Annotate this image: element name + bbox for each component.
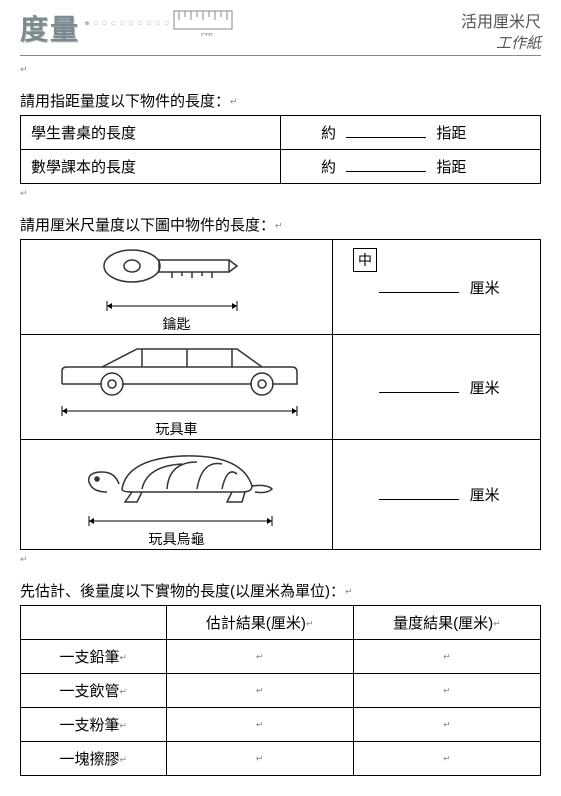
header-right: 活用厘米尺 工作紙 bbox=[461, 8, 541, 53]
blank-input[interactable] bbox=[379, 379, 459, 393]
page-title: 度量 bbox=[20, 8, 80, 48]
table-row: 學生書桌的長度 約 指距 bbox=[21, 116, 541, 150]
item-label: 學生書桌的長度 bbox=[21, 116, 281, 150]
item-label: 一支鉛筆↵ bbox=[21, 640, 167, 674]
table-row: 數學課本的長度 約 指距 bbox=[21, 150, 541, 184]
header-subtitle: 活用厘米尺 bbox=[461, 8, 541, 32]
para-mark: ↵ bbox=[20, 188, 28, 198]
col-header bbox=[21, 606, 167, 640]
estimate-cell[interactable]: ↵ bbox=[166, 742, 353, 776]
header-worksheet-label: 工作紙 bbox=[461, 32, 541, 53]
measure-cell[interactable]: ↵ bbox=[353, 640, 540, 674]
table-row: 玩具車 厘米 bbox=[21, 335, 541, 440]
blank-input[interactable] bbox=[379, 486, 459, 500]
table-row: 鑰匙 中 厘米 bbox=[21, 240, 541, 335]
answer-cell: 約 指距 bbox=[281, 150, 541, 184]
ruler-unit-label: cm bbox=[201, 30, 213, 36]
estimate-cell[interactable]: ↵ bbox=[166, 640, 353, 674]
estimate-cell[interactable]: ↵ bbox=[166, 674, 353, 708]
measure-cell[interactable]: ↵ bbox=[353, 708, 540, 742]
image-caption: 玩具烏龜 bbox=[21, 529, 332, 549]
section1-prompt: 請用指距量度以下物件的長度：↵ bbox=[20, 90, 541, 111]
header-dots: ● ○ ○ ○ ○ ○ ○ ○ ○ ○ bbox=[80, 8, 169, 29]
answer-cell: 厘米 bbox=[333, 440, 541, 550]
table-row: 一支鉛筆↵ ↵ ↵ bbox=[21, 640, 541, 674]
key-icon bbox=[87, 244, 267, 299]
item-label: 一塊擦膠↵ bbox=[21, 742, 167, 776]
section3-prompt: 先估計、後量度以下實物的長度(以厘米為單位)：↵ bbox=[20, 580, 541, 601]
item-label: 一支飲管↵ bbox=[21, 674, 167, 708]
image-cell: 玩具烏龜 bbox=[21, 440, 333, 550]
table-row: 玩具烏龜 厘米 bbox=[21, 440, 541, 550]
image-caption: 玩具車 bbox=[21, 419, 332, 439]
measure-cell[interactable]: ↵ bbox=[353, 674, 540, 708]
ruler-icon: cm bbox=[173, 10, 233, 39]
image-cell: 鑰匙 bbox=[21, 240, 333, 335]
turtle-icon bbox=[67, 444, 287, 514]
item-label: 數學課本的長度 bbox=[21, 150, 281, 184]
table-header-row: 估計結果(厘米)↵ 量度結果(厘米)↵ bbox=[21, 606, 541, 640]
worksheet-header: 度量 ● ○ ○ ○ ○ ○ ○ ○ ○ ○ cm 活用厘米尺 工作紙 bbox=[20, 8, 541, 56]
section2-prompt: 請用厘米尺量度以下圖中物件的長度：↵ bbox=[20, 214, 541, 235]
estimate-cell[interactable]: ↵ bbox=[166, 708, 353, 742]
car-icon bbox=[47, 339, 307, 404]
blank-input[interactable] bbox=[346, 124, 426, 138]
para-mark: ↵ bbox=[20, 554, 28, 564]
answer-cell: 約 指距 bbox=[281, 116, 541, 150]
image-caption: 鑰匙 bbox=[21, 314, 332, 334]
blank-input[interactable] bbox=[346, 158, 426, 172]
blank-input[interactable] bbox=[379, 279, 459, 293]
table-row: 一塊擦膠↵ ↵ ↵ bbox=[21, 742, 541, 776]
table-fingerspan: 學生書桌的長度 約 指距 數學課本的長度 約 指距 bbox=[20, 115, 541, 184]
image-cell: 玩具車 bbox=[21, 335, 333, 440]
answer-cell: 厘米 bbox=[333, 335, 541, 440]
table-row: 一支飲管↵ ↵ ↵ bbox=[21, 674, 541, 708]
table-estimate-measure: 估計結果(厘米)↵ 量度結果(厘米)↵ 一支鉛筆↵ ↵ ↵ 一支飲管↵ ↵ ↵ … bbox=[20, 605, 541, 776]
table-ruler-measure: 鑰匙 中 厘米 bbox=[20, 239, 541, 550]
measure-cell[interactable]: ↵ bbox=[353, 742, 540, 776]
item-label: 一支粉筆↵ bbox=[21, 708, 167, 742]
col-header: 估計結果(厘米)↵ bbox=[166, 606, 353, 640]
para-mark: ↵ bbox=[20, 64, 28, 74]
answer-cell: 中 厘米 bbox=[333, 240, 541, 335]
col-header: 量度結果(厘米)↵ bbox=[353, 606, 540, 640]
table-row: 一支粉筆↵ ↵ ↵ bbox=[21, 708, 541, 742]
box-character: 中 bbox=[353, 248, 377, 272]
